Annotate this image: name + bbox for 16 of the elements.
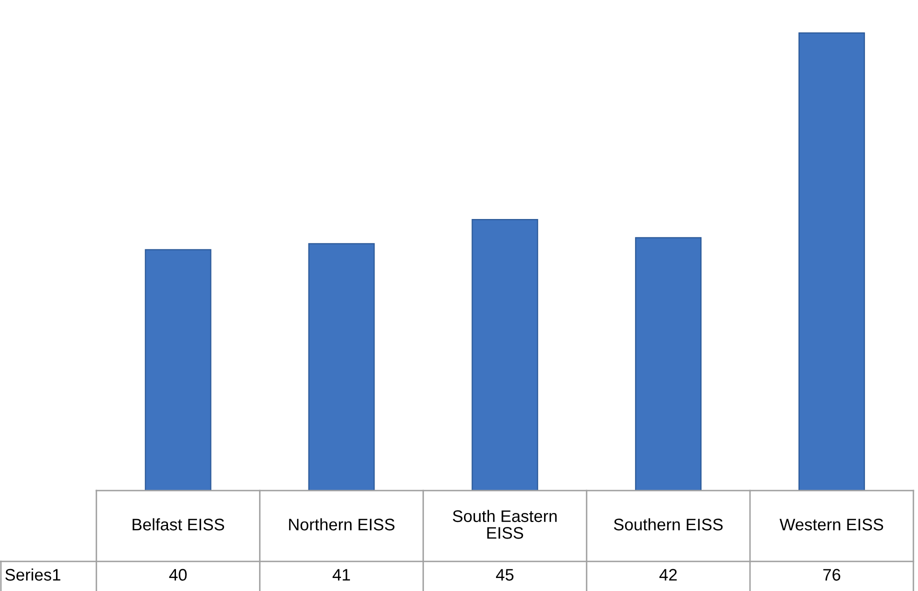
data-label: 76 [823,568,840,581]
data-label: 42 [659,568,677,581]
x-tick-label: Southern EISS [614,518,723,530]
x-tick-label: Northern EISS [289,518,394,530]
x-tick-label: Belfast EISS [132,518,224,530]
x-tick-label: Western EISS [780,518,884,530]
x-tick-label: South Eastern EISS [452,510,557,539]
text: Series1 [5,568,60,581]
bar [798,32,865,491]
bar [308,243,375,491]
bar [144,249,212,491]
bar [472,219,538,491]
data-label: 40 [169,568,187,581]
data-label: 41 [332,569,350,581]
data-label: 45 [496,569,514,581]
bar [635,237,702,491]
